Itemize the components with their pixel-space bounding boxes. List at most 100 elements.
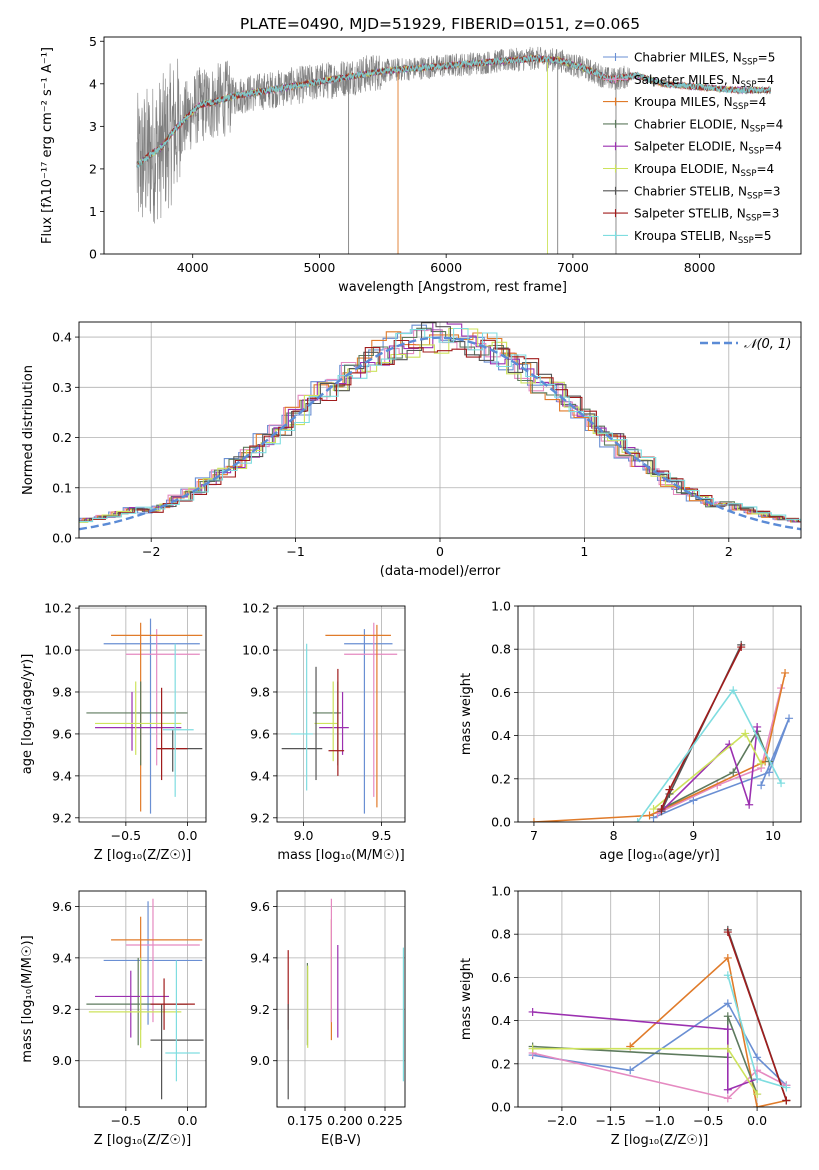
series-marker — [753, 1103, 762, 1107]
y-tick-label: 9.2 — [250, 810, 270, 825]
y-tick-label: 0.3 — [52, 380, 72, 395]
y-tick-label: 0.0 — [491, 1100, 511, 1115]
x-tick-label: 9.0 — [294, 828, 314, 843]
legend-label: Chabrier STELIB, NSSP=3 — [634, 184, 781, 201]
series-line — [532, 1011, 758, 1091]
series-marker — [528, 1007, 537, 1016]
series-marker — [729, 686, 738, 695]
panel-residuals: −2 −1 0 1 2 0.0 0.1 0.2 0.3 0.4 (data-model)/error… — [21, 321, 802, 579]
x-tick-label: −0.5 — [693, 1113, 723, 1128]
x-axis-label: (data-model)/error — [380, 564, 501, 579]
panel-age_vs_Z: −0.5 0.0 9.2 9.4 9.6 9.8 10.0 10.2 Z [log₁₀(Z/Z☉… — [20, 601, 207, 863]
histogram-step — [79, 327, 801, 523]
series-line — [657, 687, 782, 815]
series-marker — [782, 1083, 791, 1092]
y-tick-label: 0.0 — [52, 531, 72, 546]
series-marker — [645, 811, 654, 820]
series-marker — [665, 785, 674, 794]
x-tick-label: 4000 — [177, 260, 209, 275]
series-marker — [689, 796, 698, 805]
plot-frame — [78, 890, 207, 1108]
plot-frame — [103, 36, 802, 255]
spectrum-legend: Chabrier MILES, NSSP=5 Salpeter MILES, NS… — [603, 51, 783, 246]
histogram-step — [79, 322, 801, 523]
weight-series — [528, 925, 791, 1107]
y-tick-label: 0.2 — [52, 430, 72, 445]
y-tick-label: 0.4 — [491, 1013, 511, 1028]
series-line — [629, 956, 787, 1107]
y-tick-label: 9.4 — [52, 768, 72, 783]
y-tick-label: 4 — [89, 76, 97, 91]
plot-frame — [276, 605, 406, 823]
y-tick-label: 10.2 — [242, 601, 270, 616]
series-marker — [782, 1096, 791, 1105]
y-tick-label: 0.8 — [491, 927, 511, 942]
x-tick-label: 7 — [530, 828, 538, 843]
series-marker — [765, 768, 774, 777]
y-tick-label: 9.4 — [52, 950, 72, 965]
series-marker — [723, 971, 732, 980]
y-tick-label: 3 — [89, 119, 97, 134]
y-tick-label: 10.0 — [242, 643, 270, 658]
panel-massweight_vs_Z: −2.0 −1.5 −1.0 −0.5 0.0 0.0 0.2 0.4 0.6 0.8 1.0 Z [… — [459, 884, 802, 1148]
y-tick-label: 9.0 — [250, 1053, 270, 1068]
series-line — [727, 931, 788, 1101]
y-tick-label: 1.0 — [491, 599, 511, 614]
errorbars — [86, 898, 204, 1100]
x-tick-label: −2.0 — [547, 1113, 577, 1128]
y-tick-label: 9.6 — [52, 726, 72, 741]
panel-spectrum: 4000 5000 6000 7000 8000 0 1 2 3 4 5 wavelength [An… — [40, 34, 802, 295]
x-axis-label: age [log₁₀(age/yr)] — [599, 848, 720, 863]
x-tick-label: 8 — [610, 828, 618, 843]
y-tick-label: 0.4 — [52, 330, 72, 345]
series-marker — [741, 729, 750, 738]
legend-label: Salpeter MILES, NSSP=4 — [634, 73, 774, 90]
series-marker — [781, 668, 790, 677]
weight-series — [529, 640, 794, 822]
gaussian-curve — [79, 336, 801, 531]
series-marker — [785, 714, 794, 723]
errorbars — [86, 618, 203, 814]
y-tick-label: 9.2 — [52, 1002, 72, 1017]
y-tick-label: 1 — [89, 204, 97, 219]
series-marker — [657, 805, 666, 814]
y-tick-label: 0.6 — [491, 685, 511, 700]
x-tick-label: −2 — [142, 544, 160, 559]
series-marker — [626, 1066, 635, 1075]
x-axis-label: E(B-V) — [321, 1133, 361, 1148]
x-tick-label: 2 — [725, 544, 733, 559]
legend-label: Kroupa STELIB, NSSP=5 — [634, 229, 772, 246]
y-axis-label: Normed distribution — [21, 365, 36, 495]
legend-label: Chabrier MILES, NSSP=5 — [634, 51, 775, 68]
y-tick-label: 0.2 — [491, 771, 511, 786]
x-tick-label: 9 — [689, 828, 697, 843]
plot-frame — [78, 605, 207, 823]
x-tick-label: −1.5 — [596, 1113, 626, 1128]
y-tick-label: 0.6 — [491, 970, 511, 985]
x-tick-label: 0.175 — [287, 1113, 323, 1128]
y-axis-label: Flux [fλ10⁻¹⁷ erg cm⁻² s⁻¹ A⁻¹] — [40, 47, 55, 244]
series-line — [660, 726, 758, 812]
figure-title: PLATE=0490, MJD=51929, FIBERID=0151, z=0… — [240, 15, 640, 33]
y-tick-label: 9.2 — [250, 1002, 270, 1017]
errorbars — [287, 898, 404, 1100]
x-tick-label: 5000 — [304, 260, 336, 275]
x-tick-label: 6000 — [430, 260, 462, 275]
series-marker — [753, 722, 762, 731]
series-marker — [528, 1044, 537, 1053]
panel-massweight_vs_age: 7 8 9 10 0.0 0.2 0.4 0.6 0.8 1.0 age [log₁₀(age/yr… — [459, 599, 802, 863]
x-tick-label: 0.225 — [367, 1113, 403, 1128]
x-tick-label: −0.5 — [111, 1113, 141, 1128]
legend-label: Kroupa MILES, NSSP=4 — [634, 95, 766, 112]
series-line — [532, 1047, 758, 1095]
series-marker — [757, 781, 766, 790]
series-marker — [777, 779, 786, 788]
series-line — [532, 1016, 758, 1095]
series-marker — [753, 1074, 762, 1083]
series-marker — [529, 818, 538, 822]
legend-label: Salpeter ELODIE, NSSP=4 — [634, 140, 782, 157]
x-tick-label: 0.200 — [327, 1113, 363, 1128]
panel-mass_vs_Z: −0.5 0.0 9.0 9.2 9.4 9.6 Z [log₁₀(Z/Z☉)] mass [… — [20, 890, 207, 1148]
y-tick-label: 9.4 — [250, 950, 270, 965]
